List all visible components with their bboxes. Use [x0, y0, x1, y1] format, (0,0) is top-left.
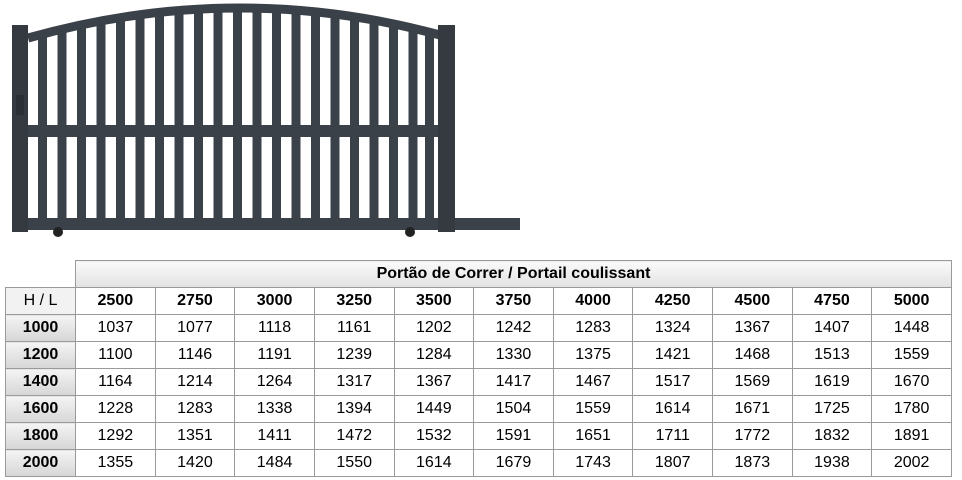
price-cell: 1679 [473, 449, 554, 477]
price-cell: 2002 [871, 449, 952, 477]
price-cell: 1711 [632, 422, 713, 450]
column-header: 3500 [393, 287, 475, 315]
row-header: 1200 [5, 341, 76, 369]
table-title: Portão de Correr / Portail coulissant [75, 260, 952, 288]
price-cell: 1367 [712, 314, 793, 342]
price-cell: 1449 [393, 395, 475, 423]
price-cell: 1037 [75, 314, 156, 342]
price-cell: 1532 [393, 422, 475, 450]
corner-cell: H / L [5, 287, 76, 315]
gate-image [12, 3, 520, 237]
table-row: 1800 1292 1351 1411 1472 1532 1591 1651 1711 1772… [5, 422, 952, 450]
price-cell: 1448 [871, 314, 952, 342]
price-cell: 1284 [393, 341, 475, 369]
price-cell: 1569 [712, 368, 793, 396]
price-cell: 1394 [313, 395, 395, 423]
price-cell: 1164 [75, 368, 156, 396]
price-cell: 1202 [393, 314, 475, 342]
price-cell: 1559 [871, 341, 952, 369]
price-cell: 1417 [473, 368, 554, 396]
price-cell: 1780 [871, 395, 952, 423]
column-header: 2750 [154, 287, 236, 315]
column-header: 4250 [632, 287, 713, 315]
price-cell: 1214 [154, 368, 236, 396]
price-cell: 1550 [313, 449, 395, 477]
row-header: 1600 [5, 395, 76, 423]
table-row: 2000 1355 1420 1484 1550 1614 1679 1743 1807 1873… [5, 449, 952, 477]
price-cell: 1242 [473, 314, 554, 342]
price-cell: 1118 [234, 314, 315, 342]
column-header: 4750 [791, 287, 873, 315]
price-cell: 1421 [632, 341, 713, 369]
column-header: 3750 [473, 287, 554, 315]
price-cell: 1351 [154, 422, 236, 450]
price-cell: 1938 [791, 449, 873, 477]
price-cell: 1468 [712, 341, 793, 369]
price-cell: 1517 [632, 368, 713, 396]
price-cell: 1559 [552, 395, 634, 423]
price-cell: 1725 [791, 395, 873, 423]
column-header: 4000 [552, 287, 634, 315]
price-cell: 1484 [234, 449, 315, 477]
table-row: 1200 1100 1146 1191 1239 1284 1330 1375 1421 1468… [5, 341, 952, 369]
price-cell: 1324 [632, 314, 713, 342]
price-cell: 1504 [473, 395, 554, 423]
price-cell: 1619 [791, 368, 873, 396]
price-cell: 1832 [791, 422, 873, 450]
row-header: 1000 [5, 314, 76, 342]
price-cell: 1330 [473, 341, 554, 369]
price-cell: 1513 [791, 341, 873, 369]
price-cell: 1467 [552, 368, 634, 396]
price-cell: 1807 [632, 449, 713, 477]
price-cell: 1239 [313, 341, 395, 369]
table-row: 1400 1164 1214 1264 1317 1367 1417 1467 1517 1569… [5, 368, 952, 396]
column-header: 4500 [712, 287, 793, 315]
price-table: Portão de Correr / Portail coulissant H … [5, 260, 952, 477]
price-cell: 1283 [154, 395, 236, 423]
price-cell: 1317 [313, 368, 395, 396]
price-cell: 1772 [712, 422, 793, 450]
column-header: 5000 [871, 287, 952, 315]
price-cell: 1670 [871, 368, 952, 396]
column-header: 3250 [313, 287, 395, 315]
column-header: 2500 [75, 287, 156, 315]
price-cell: 1614 [632, 395, 713, 423]
price-cell: 1591 [473, 422, 554, 450]
price-cell: 1161 [313, 314, 395, 342]
header-row: H / L 2500 2750 3000 3250 3500 3750 4000 4250 45… [5, 287, 952, 315]
price-cell: 1100 [75, 341, 156, 369]
price-cell: 1191 [234, 341, 315, 369]
blank-cell [6, 261, 76, 288]
price-cell: 1292 [75, 422, 156, 450]
price-cell: 1367 [393, 368, 475, 396]
price-cell: 1146 [154, 341, 236, 369]
title-row: Portão de Correr / Portail coulissant [6, 260, 952, 288]
price-cell: 1651 [552, 422, 634, 450]
price-cell: 1420 [154, 449, 236, 477]
price-cell: 1614 [393, 449, 475, 477]
price-cell: 1411 [234, 422, 315, 450]
price-cell: 1338 [234, 395, 315, 423]
price-cell: 1355 [75, 449, 156, 477]
price-cell: 1283 [552, 314, 634, 342]
price-cell: 1407 [791, 314, 873, 342]
price-cell: 1743 [552, 449, 634, 477]
price-cell: 1472 [313, 422, 395, 450]
price-cell: 1264 [234, 368, 315, 396]
row-header: 1800 [5, 422, 76, 450]
price-cell: 1891 [871, 422, 952, 450]
price-cell: 1228 [75, 395, 156, 423]
row-header: 2000 [5, 449, 76, 477]
price-cell: 1873 [712, 449, 793, 477]
price-cell: 1671 [712, 395, 793, 423]
table-row: 1000 1037 1077 1118 1161 1202 1242 1283 1324 1367… [5, 314, 952, 342]
column-header: 3000 [234, 287, 315, 315]
price-cell: 1077 [154, 314, 236, 342]
price-cell: 1375 [552, 341, 634, 369]
table-row: 1600 1228 1283 1338 1394 1449 1504 1559 1614 1671… [5, 395, 952, 423]
row-header: 1400 [5, 368, 76, 396]
